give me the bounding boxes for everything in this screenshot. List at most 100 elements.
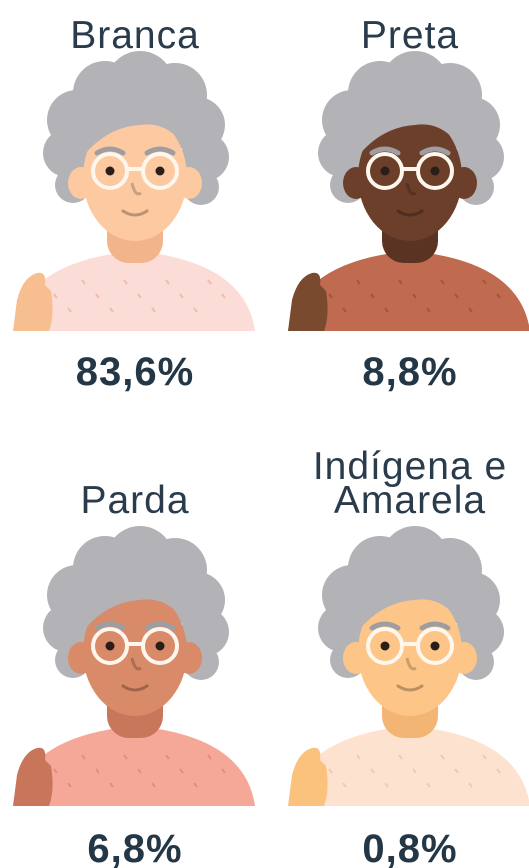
shirt-dot bbox=[137, 768, 142, 774]
shirt-dot bbox=[496, 768, 501, 774]
brow bbox=[369, 621, 401, 631]
shirt-dot bbox=[468, 307, 473, 313]
shirt-dot bbox=[356, 279, 361, 285]
shirt-dot bbox=[193, 307, 198, 313]
shirt-dot bbox=[67, 782, 72, 788]
shirt-dot bbox=[123, 279, 128, 285]
shirt-dot bbox=[95, 293, 100, 299]
hair-fringe bbox=[355, 578, 466, 635]
shirt-dot bbox=[165, 279, 170, 285]
face bbox=[83, 113, 187, 241]
category-label: Branca bbox=[70, 14, 200, 57]
shirt-dot bbox=[123, 754, 128, 760]
shirt-dot bbox=[53, 768, 58, 774]
shirt-dot bbox=[426, 782, 431, 788]
shirt-dot bbox=[95, 768, 100, 774]
shirt-dot bbox=[412, 293, 417, 299]
percentage: 0,8% bbox=[362, 827, 457, 868]
brow bbox=[94, 146, 126, 156]
face bbox=[83, 588, 187, 716]
category-label: Amarela bbox=[334, 479, 486, 522]
shirt-dot bbox=[151, 307, 156, 313]
shirt-dot bbox=[454, 293, 459, 299]
shirt-dot bbox=[426, 307, 431, 313]
shirt-dot bbox=[370, 768, 375, 774]
nose bbox=[130, 182, 142, 196]
eye bbox=[430, 166, 440, 176]
shirt-dot bbox=[412, 768, 417, 774]
shirt-dot bbox=[384, 782, 389, 788]
nose bbox=[405, 657, 417, 671]
shirt-dot bbox=[81, 279, 86, 285]
percentage: 6,8% bbox=[87, 827, 182, 868]
face bbox=[358, 588, 462, 716]
shirt-dot bbox=[370, 293, 375, 299]
shirt-dot bbox=[468, 782, 473, 788]
shirt-dot bbox=[356, 754, 361, 760]
mouth bbox=[121, 684, 149, 692]
portrait bbox=[288, 51, 529, 331]
shirt-dot bbox=[207, 279, 212, 285]
brow bbox=[94, 621, 126, 631]
mouth bbox=[396, 209, 424, 217]
shirt-dot bbox=[328, 293, 333, 299]
brow bbox=[369, 146, 401, 156]
shirt-dot bbox=[440, 754, 445, 760]
hand bbox=[288, 747, 328, 806]
hand bbox=[288, 272, 328, 331]
eye bbox=[430, 641, 440, 651]
shirt-dot bbox=[398, 279, 403, 285]
brow bbox=[419, 621, 451, 631]
hand bbox=[13, 747, 53, 806]
shirt-dot bbox=[384, 307, 389, 313]
shirt-dot bbox=[193, 782, 198, 788]
percentage: 8,8% bbox=[362, 350, 457, 394]
hand bbox=[13, 272, 53, 331]
hair-fringe bbox=[80, 103, 191, 160]
eye bbox=[380, 641, 390, 651]
shirt-dot bbox=[440, 279, 445, 285]
shirt-dot bbox=[398, 754, 403, 760]
shirt-dot bbox=[179, 768, 184, 774]
category-label: Preta bbox=[361, 14, 459, 57]
shirt-dot bbox=[482, 279, 487, 285]
mouth bbox=[121, 209, 149, 217]
shirt-dot bbox=[67, 307, 72, 313]
category-label: Parda bbox=[80, 479, 189, 522]
brow bbox=[419, 146, 451, 156]
shirt-dot bbox=[342, 307, 347, 313]
brow bbox=[144, 146, 176, 156]
shirt-dot bbox=[165, 754, 170, 760]
shirt-dot bbox=[137, 293, 142, 299]
shirt-dot bbox=[328, 768, 333, 774]
shirt bbox=[13, 726, 255, 806]
nose bbox=[405, 182, 417, 196]
shirt-dot bbox=[482, 754, 487, 760]
hair bbox=[318, 604, 366, 652]
face bbox=[358, 113, 462, 241]
shirt bbox=[288, 726, 529, 806]
shirt-dot bbox=[53, 293, 58, 299]
eye bbox=[105, 641, 115, 651]
shirt-dot bbox=[151, 782, 156, 788]
shirt bbox=[288, 251, 529, 331]
shirt-dot bbox=[496, 293, 501, 299]
shirt-dot bbox=[221, 768, 226, 774]
portrait bbox=[13, 526, 255, 806]
hair bbox=[43, 604, 91, 652]
portrait bbox=[13, 51, 255, 331]
portrait bbox=[288, 526, 529, 806]
mouth bbox=[396, 684, 424, 692]
eye bbox=[380, 166, 390, 176]
shirt-dot bbox=[342, 782, 347, 788]
shirt-dot bbox=[221, 293, 226, 299]
shirt-dot bbox=[109, 307, 114, 313]
hair bbox=[43, 129, 91, 177]
shirt-dot bbox=[207, 754, 212, 760]
category-label: Indígena e bbox=[313, 445, 507, 488]
nose bbox=[130, 657, 142, 671]
hair-fringe bbox=[355, 103, 466, 160]
eye bbox=[155, 166, 165, 176]
